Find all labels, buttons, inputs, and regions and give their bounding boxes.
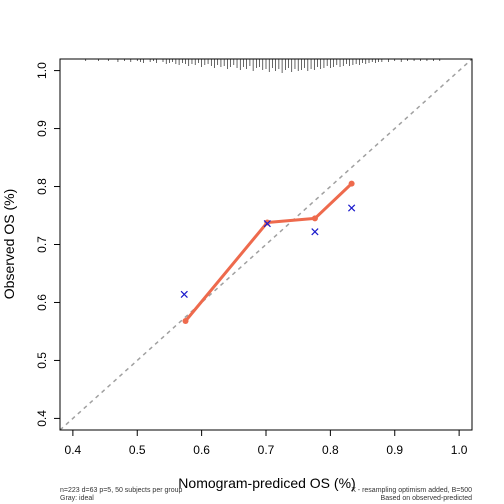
- x-axis: 0.4 0.5 0.6 0.7 0.8 0.9 1.0: [65, 430, 468, 457]
- rug-layer: [85, 59, 441, 73]
- note-right-line1: X - resampling optimism added, B=500: [351, 487, 472, 494]
- apparent-point: [264, 219, 271, 226]
- apparent-point: [311, 215, 318, 222]
- note-left-line2: Gray: ideal: [60, 495, 94, 502]
- y-tick-label: 0.5: [35, 352, 49, 369]
- note-right-line2: Based on observed-predicted: [381, 495, 473, 502]
- bias-corrected-marker: [347, 204, 356, 212]
- y-tick-label: 0.6: [35, 294, 49, 311]
- y-tick-label: 0.4: [35, 410, 49, 427]
- y-tick-label: 0.8: [35, 178, 49, 195]
- y-tick-label: 0.9: [35, 120, 49, 137]
- ideal-line-layer: [59, 58, 473, 431]
- y-tick-label: 1.0: [35, 62, 49, 79]
- x-tick-label: 0.8: [322, 443, 339, 457]
- y-tick-label: 0.7: [35, 236, 49, 253]
- bias-corrected-marker: [180, 290, 188, 298]
- x-tick-label: 0.5: [129, 443, 146, 457]
- marker-stroke: [263, 220, 271, 228]
- x-tick-label: 0.6: [193, 443, 210, 457]
- x-axis-title: Nomogram-prediced OS (%): [178, 475, 355, 491]
- x-tick-label: 0.7: [258, 443, 275, 457]
- bias-corrected-marker: [263, 220, 271, 228]
- apparent-point: [348, 180, 355, 187]
- ideal-line: [59, 58, 473, 431]
- series-layer: [180, 180, 356, 325]
- x-tick-label: 0.9: [386, 443, 403, 457]
- x-tick-label: 1.0: [451, 443, 468, 457]
- marker-stroke: [180, 290, 188, 298]
- marker-stroke: [347, 204, 356, 212]
- apparent-point: [182, 318, 189, 325]
- bias-corrected-marker: [311, 228, 319, 236]
- apparent-calibration-line: [184, 182, 354, 323]
- x-tick-label: 0.4: [65, 443, 82, 457]
- marker-stroke: [311, 228, 319, 236]
- y-axis-title: Observed OS (%): [1, 189, 17, 299]
- note-left-line1: n=223 d=63 p=5, 50 subjects per group: [60, 487, 183, 494]
- y-axis: 0.4 0.5 0.6 0.7 0.8 0.9 1.0: [35, 62, 60, 427]
